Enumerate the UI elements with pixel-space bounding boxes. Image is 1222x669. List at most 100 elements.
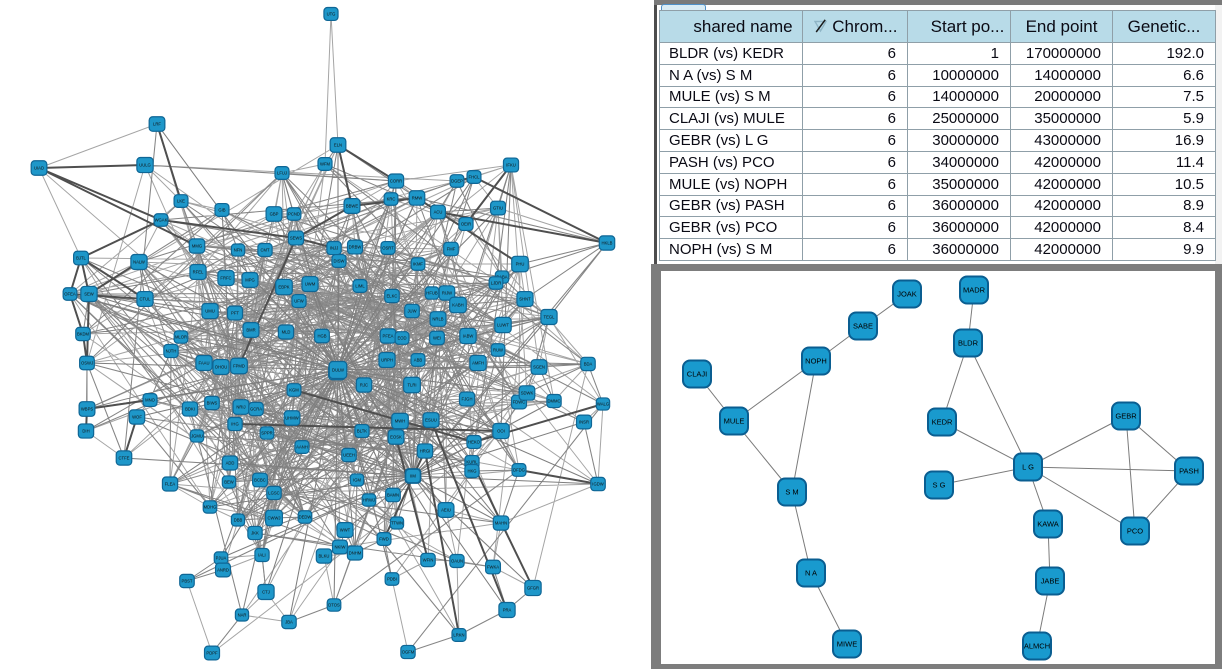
svg-text:BDA: BDA: [584, 362, 593, 367]
svg-text:NOPH: NOPH: [805, 357, 827, 366]
svg-text:BMR: BMR: [246, 328, 255, 333]
svg-text:JUW: JUW: [407, 309, 416, 314]
svg-text:MMG: MMG: [192, 244, 202, 249]
svg-text:UMU: UMU: [205, 309, 215, 314]
svg-text:WBPS: WBPS: [81, 407, 94, 412]
svg-text:CLAJI: CLAJI: [687, 370, 707, 379]
svg-text:PFT: PFT: [231, 311, 239, 316]
svg-text:WGAK: WGAK: [155, 218, 168, 223]
svg-text:LRKN: LRKN: [453, 633, 464, 638]
svg-text:EOSK: EOSK: [390, 435, 402, 440]
svg-text:OFEA: OFEA: [64, 292, 76, 297]
svg-text:SEWS: SEWS: [290, 236, 303, 241]
svg-text:NJTH: NJTH: [166, 349, 177, 354]
svg-text:UULG: UULG: [139, 163, 151, 168]
svg-text:BEW: BEW: [224, 480, 234, 485]
svg-text:SGEN: SGEN: [533, 365, 545, 370]
svg-text:AMFH: AMFH: [472, 361, 484, 366]
svg-text:RMW: RMW: [412, 196, 423, 201]
svg-text:MAHN: MAHN: [495, 521, 507, 526]
svg-text:KEDR: KEDR: [932, 418, 953, 427]
svg-text:PHU: PHU: [516, 262, 525, 267]
svg-text:SEW: SEW: [84, 292, 94, 297]
svg-text:ACU: ACU: [434, 210, 443, 215]
svg-text:FJGH: FJGH: [462, 397, 473, 402]
svg-text:MNO: MNO: [145, 398, 156, 403]
svg-text:FWD: FWD: [379, 537, 389, 542]
svg-text:HEKO: HEKO: [468, 440, 481, 445]
svg-text:DEDW: DEDW: [299, 515, 312, 520]
svg-text:RJC: RJC: [360, 383, 368, 388]
svg-text:LGSC: LGSC: [268, 491, 279, 496]
svg-text:WFIN: WFIN: [423, 558, 434, 563]
svg-text:GIB: GIB: [218, 208, 225, 213]
svg-text:LRF: LRF: [153, 122, 161, 127]
svg-text:DFDG: DFDG: [513, 468, 525, 473]
svg-text:NFN: NFN: [234, 248, 243, 253]
svg-text:RIJW: RIJW: [442, 291, 452, 296]
svg-text:ELKC: ELKC: [387, 294, 398, 299]
svg-text:DMMC: DMMC: [547, 399, 560, 404]
svg-text:AEIU: AEIU: [441, 508, 451, 513]
svg-text:UIAD: UIAD: [34, 166, 44, 171]
svg-text:IALI: IALI: [258, 553, 265, 558]
svg-text:INJJ: INJJ: [330, 246, 338, 251]
svg-text:HRGI: HRGI: [420, 449, 430, 454]
svg-text:WEI: WEI: [433, 336, 441, 341]
svg-text:CTUL: CTUL: [140, 297, 152, 302]
svg-text:BLKU: BLKU: [319, 554, 330, 559]
svg-text:LUWT: LUWT: [497, 323, 509, 328]
svg-text:EBPK: EBPK: [278, 285, 289, 290]
svg-text:NAR: NAR: [238, 613, 247, 618]
svg-text:FMF: FMF: [447, 247, 456, 252]
svg-text:JOAK: JOAK: [897, 290, 917, 299]
svg-text:GBP: GBP: [270, 212, 279, 217]
svg-text:L G: L G: [1022, 463, 1034, 472]
svg-text:LIML: LIML: [355, 284, 365, 289]
svg-text:ADD: ADD: [226, 461, 235, 466]
svg-text:DGEP: DGEP: [451, 179, 463, 184]
svg-text:KRC: KRC: [387, 197, 396, 202]
svg-text:PBST: PBST: [182, 579, 193, 584]
svg-text:FLEA: FLEA: [165, 482, 176, 487]
svg-text:ELN: ELN: [334, 143, 342, 148]
svg-text:PFEA: PFEA: [383, 334, 394, 339]
svg-text:IHG: IHG: [231, 422, 238, 427]
svg-text:BJTL: BJTL: [76, 256, 86, 261]
svg-text:FWKA: FWKA: [487, 565, 499, 570]
svg-text:TEGL: TEGL: [544, 315, 556, 320]
svg-text:HRWJ: HRWJ: [363, 498, 375, 503]
svg-text:PASH: PASH: [1179, 467, 1199, 476]
svg-text:UTG: UTG: [327, 12, 336, 17]
svg-text:SPPR: SPPR: [261, 431, 272, 436]
svg-text:OSWJ: OSWJ: [81, 361, 93, 366]
svg-text:S G: S G: [933, 481, 946, 490]
svg-text:PDPF: PDPF: [206, 651, 218, 656]
svg-text:FPMD: FPMD: [233, 364, 245, 369]
svg-text:JBA: JBA: [285, 620, 293, 625]
svg-text:CORR: CORR: [390, 179, 402, 184]
svg-text:FHCL: FHCL: [469, 175, 481, 180]
svg-text:FRFC: FRFC: [220, 276, 231, 281]
svg-text:GTIU: GTIU: [493, 206, 503, 211]
svg-text:KAWA: KAWA: [1037, 520, 1059, 529]
svg-text:S M: S M: [785, 488, 798, 497]
svg-text:GFGR: GFGR: [527, 586, 539, 591]
svg-text:PRA: PRA: [503, 608, 512, 613]
svg-text:OEIR: OEIR: [461, 222, 471, 227]
svg-text:BKDM: BKDM: [77, 332, 90, 337]
svg-text:BCBC: BCBC: [254, 478, 266, 483]
svg-text:EOD: EOD: [397, 336, 406, 341]
svg-text:UFW: UFW: [294, 299, 304, 304]
svg-text:WOF: WOF: [132, 415, 142, 420]
svg-text:JABE: JABE: [1041, 577, 1060, 586]
svg-text:DTOS: DTOS: [328, 603, 340, 608]
svg-text:KABH: KABH: [452, 303, 463, 308]
svg-text:DNHM: DNHM: [349, 551, 362, 556]
svg-text:ALMCH: ALMCH: [1024, 642, 1050, 651]
svg-text:CTJ: CTJ: [262, 590, 270, 595]
svg-text:RFEL: RFEL: [193, 270, 204, 275]
svg-text:DULW: DULW: [332, 368, 344, 373]
svg-text:HFUB: HFUB: [426, 291, 438, 296]
svg-text:IABW: IABW: [463, 334, 474, 339]
